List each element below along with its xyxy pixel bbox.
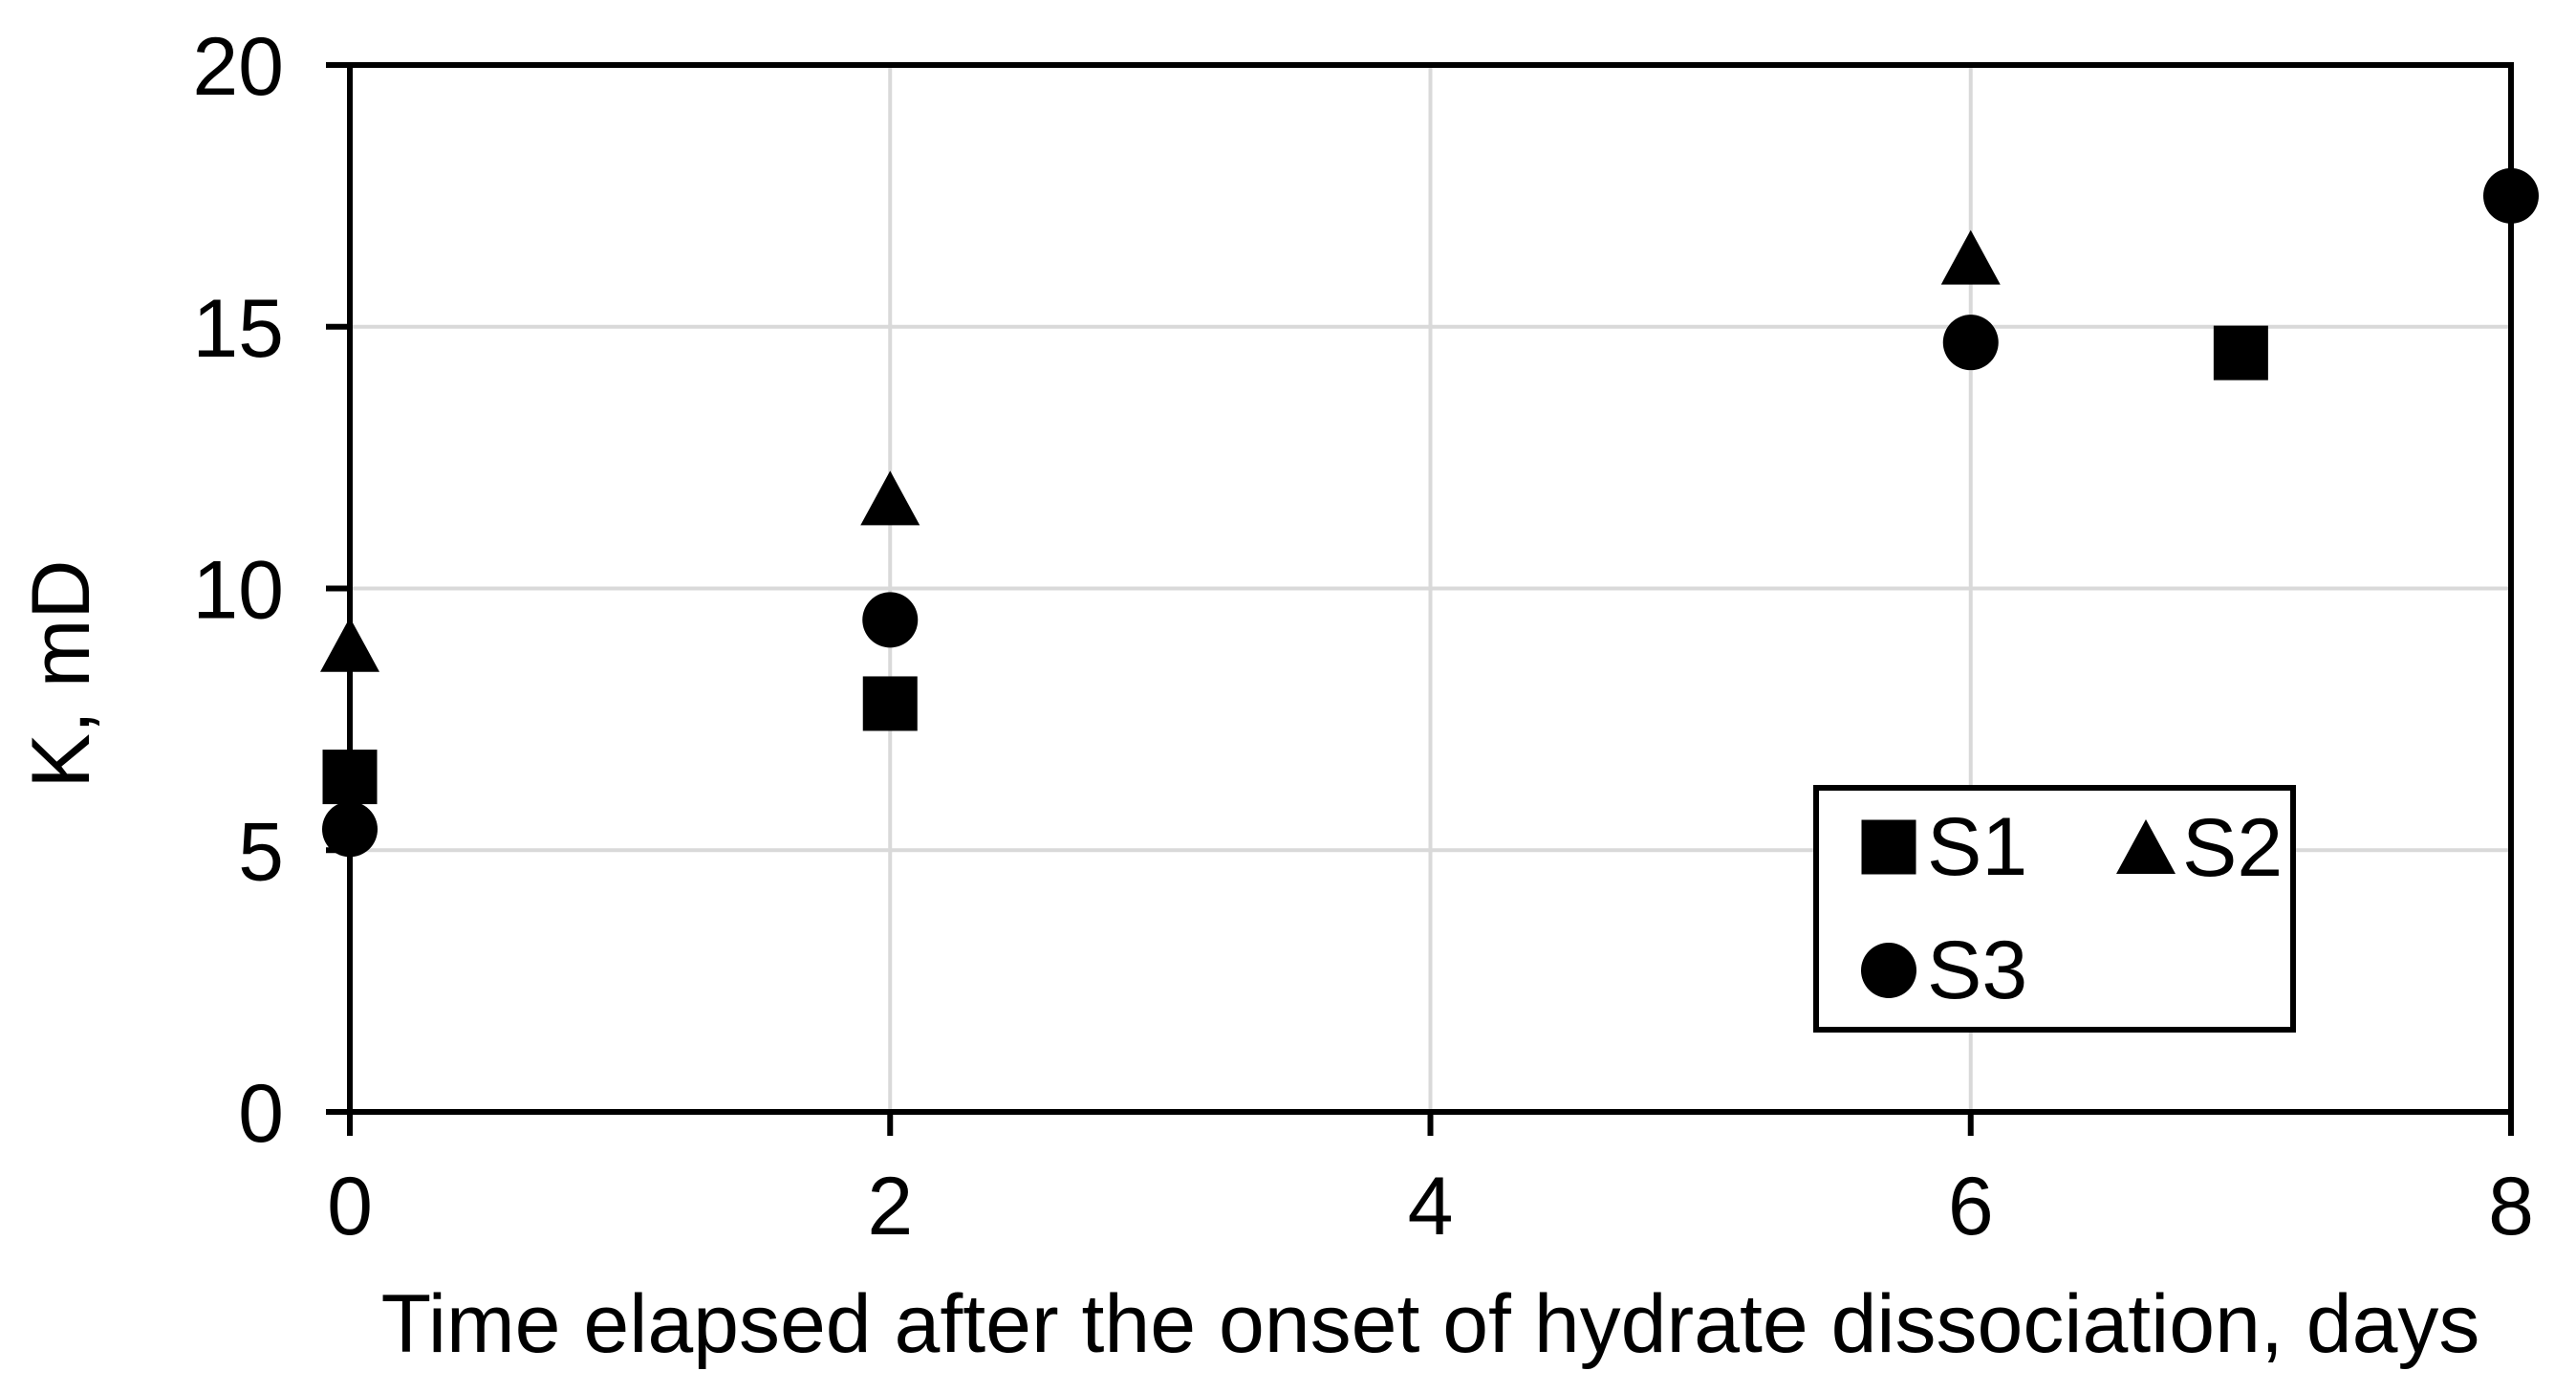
series-S1 (322, 325, 2268, 805)
data-point-marker-triangle (1940, 229, 2001, 285)
data-point-marker-circle (1861, 943, 1916, 998)
data-point-marker-triangle (320, 617, 379, 672)
x-axis-title: Time elapsed after the onset of hydrate … (380, 1278, 2480, 1370)
plot-border (347, 62, 2514, 1115)
data-point-marker-square (322, 750, 378, 805)
x-tick-label: 4 (1408, 1161, 1454, 1252)
data-point-marker-circle (1942, 315, 1999, 371)
y-tick-label: 0 (238, 1068, 284, 1160)
legend-marker-square (1861, 819, 1916, 875)
x-tick-label: 2 (867, 1161, 913, 1252)
legend-label-s3: S3 (1927, 925, 2028, 1016)
y-tick-label: 20 (192, 21, 284, 113)
series-S2 (320, 229, 2001, 672)
data-point-marker-circle (322, 801, 378, 858)
legend-marker-circle (1861, 943, 1916, 998)
legend-box: S1 S2 S3 (1813, 785, 2296, 1033)
x-tick-label: 8 (2488, 1161, 2534, 1252)
y-tick-label: 15 (192, 283, 284, 375)
data-point-marker-square (2213, 325, 2268, 381)
legend-label-s2: S2 (2182, 802, 2284, 894)
x-tick-label: 6 (1948, 1161, 1994, 1252)
legend-marker-triangle (2116, 819, 2176, 874)
y-tick-label: 5 (238, 806, 284, 898)
legend-label-s1: S1 (1927, 801, 2028, 893)
data-point-marker-square (1861, 819, 1916, 875)
data-point-marker-circle (2483, 167, 2539, 224)
x-tick-label: 0 (327, 1161, 373, 1252)
data-point-marker-circle (862, 592, 919, 648)
y-tick-label: 10 (192, 545, 284, 637)
y-axis-title: K, mD (15, 559, 107, 789)
data-point-marker-triangle (2116, 819, 2176, 874)
data-point-marker-square (862, 676, 918, 731)
series-S3 (322, 167, 2539, 858)
data-point-marker-triangle (860, 470, 920, 526)
